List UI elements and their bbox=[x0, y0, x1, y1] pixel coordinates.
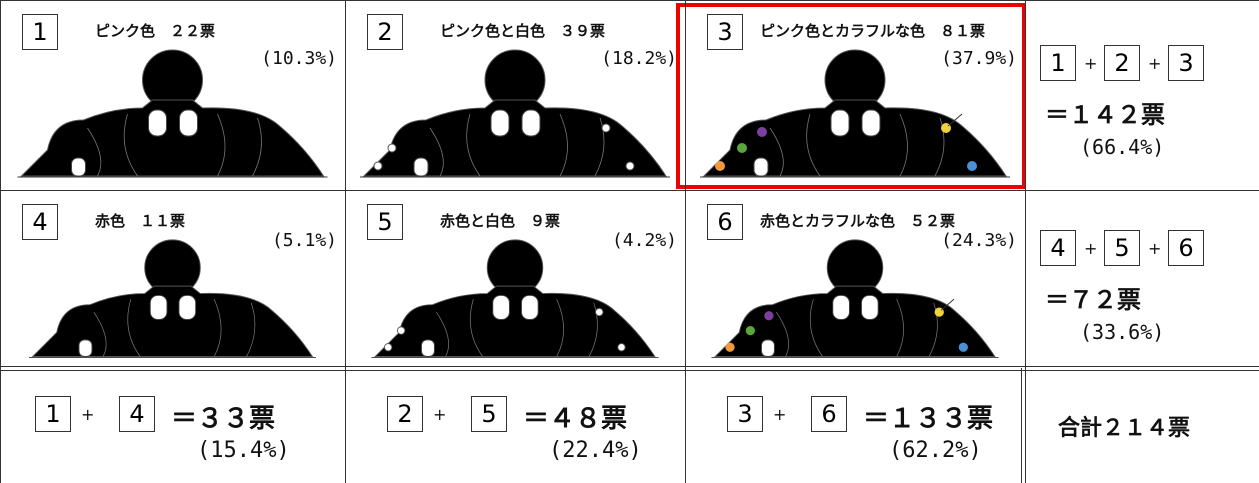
number-box: 5 bbox=[367, 204, 403, 240]
number-box: 2 bbox=[1104, 45, 1140, 81]
percent: (10.3%) bbox=[261, 48, 337, 69]
number-box: 5 bbox=[1104, 230, 1140, 266]
option-label: ピンク色と白色 ３９票 bbox=[440, 22, 606, 40]
number-box: 6 bbox=[1168, 230, 1204, 266]
double-line bbox=[1021, 368, 1026, 483]
number-box: 2 bbox=[387, 396, 423, 432]
plus-sign: + bbox=[81, 405, 95, 424]
number-box: 4 bbox=[22, 204, 58, 240]
number-box: 3 bbox=[707, 14, 743, 50]
number-box: 5 bbox=[471, 396, 507, 432]
percent: (37.9%) bbox=[941, 48, 1017, 69]
row-total: ＝７２票 bbox=[1045, 286, 1141, 314]
row-total: ＝１４２票 bbox=[1045, 101, 1165, 129]
number-box: 3 bbox=[727, 396, 763, 432]
double-line bbox=[0, 366, 1259, 371]
row-total-percent: (33.6%) bbox=[1080, 320, 1165, 344]
octopus-illustration bbox=[15, 238, 330, 363]
column-total-percent: (62.2%) bbox=[889, 438, 982, 463]
option-label: ピンク色 ２２票 bbox=[95, 22, 216, 40]
plus-sign: + bbox=[1148, 239, 1162, 258]
number-box: 3 bbox=[1168, 45, 1204, 81]
highlight-frame bbox=[676, 3, 1026, 189]
percent: (5.1%) bbox=[271, 230, 337, 251]
column-total: ＝４８票 bbox=[523, 404, 628, 434]
plus-sign: + bbox=[773, 405, 787, 424]
plus-sign: + bbox=[433, 405, 447, 424]
number-box: 1 bbox=[22, 14, 58, 50]
number-box: 4 bbox=[1040, 230, 1076, 266]
number-box: 2 bbox=[367, 14, 403, 50]
option-label: ピンク色とカラフルな色 ８１票 bbox=[760, 22, 986, 40]
grand-total: 合計２１４票 bbox=[1058, 416, 1191, 441]
number-box: 4 bbox=[119, 396, 155, 432]
plus-sign: + bbox=[1084, 239, 1098, 258]
number-box: 1 bbox=[1040, 45, 1076, 81]
plus-sign: + bbox=[1084, 54, 1098, 73]
option-label: 赤色 １１票 bbox=[95, 212, 186, 230]
number-box: 1 bbox=[35, 396, 71, 432]
column-total-percent: (15.4%) bbox=[197, 438, 290, 463]
column-total: ＝３３票 bbox=[171, 404, 276, 434]
octopus-illustration bbox=[700, 238, 1010, 363]
number-box: 6 bbox=[811, 396, 847, 432]
percent: (24.3%) bbox=[941, 230, 1017, 251]
row-total-percent: (66.4%) bbox=[1080, 135, 1165, 159]
option-label: 赤色とカラフルな色 ５２票 bbox=[760, 212, 956, 230]
column-total: ＝１３３票 bbox=[863, 404, 994, 434]
plus-sign: + bbox=[1148, 54, 1162, 73]
octopus-illustration bbox=[360, 238, 670, 363]
option-label: 赤色と白色 ９票 bbox=[440, 212, 561, 230]
number-box: 6 bbox=[707, 204, 743, 240]
column-total-percent: (22.4%) bbox=[549, 438, 642, 463]
percent: (18.2%) bbox=[601, 48, 677, 69]
percent: (4.2%) bbox=[611, 230, 677, 251]
